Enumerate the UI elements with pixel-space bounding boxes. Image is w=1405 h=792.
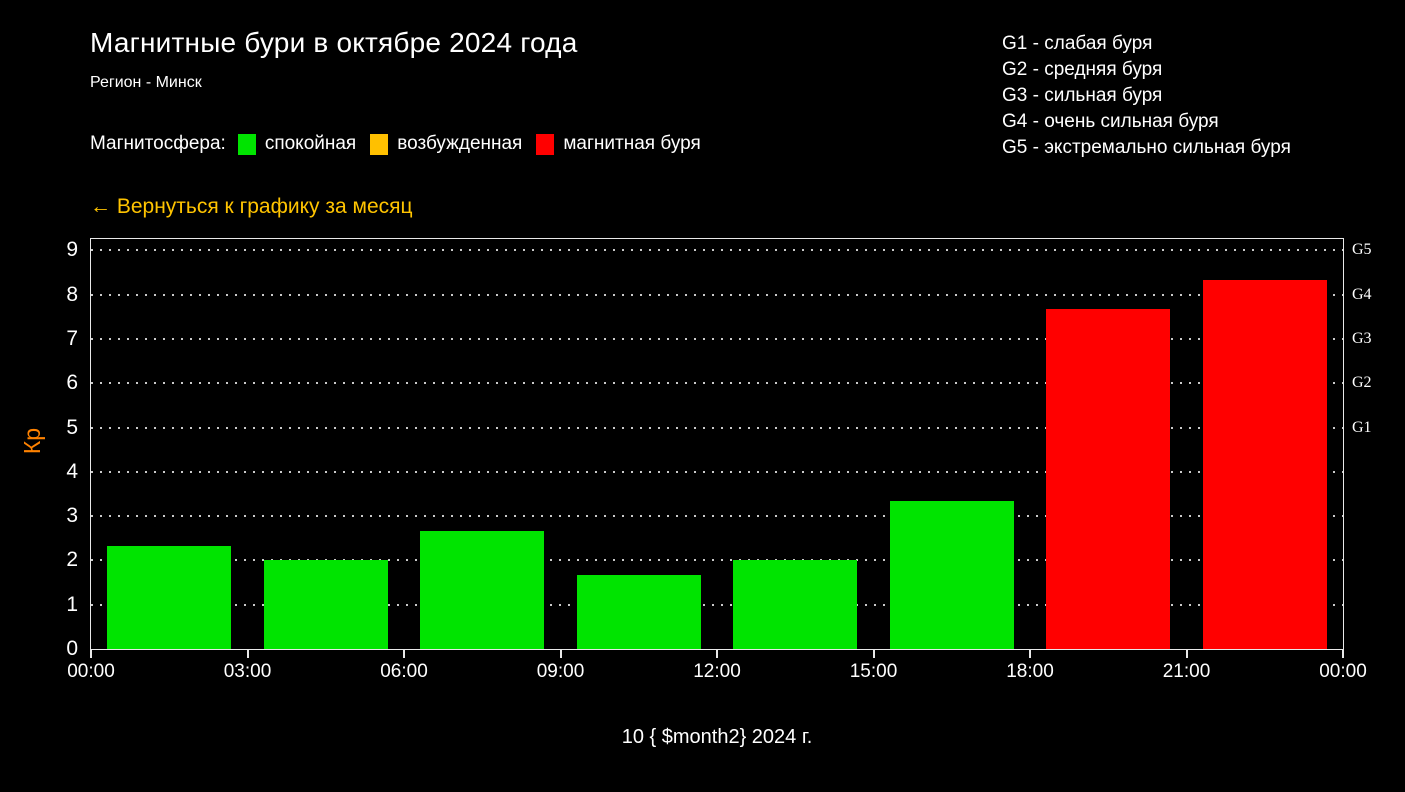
quiet-color-swatch (237, 133, 256, 155)
right-axis-g-label: G2 (1352, 374, 1372, 392)
x-axis-tick (716, 650, 718, 658)
x-axis-tick (872, 650, 875, 658)
kp-bar (420, 531, 545, 649)
x-axis-caption: 10 { $month2} 2024 г. (621, 726, 813, 748)
right-axis-g-label: G3 (1352, 329, 1372, 347)
y-axis-tick-label: 4 (66, 459, 78, 483)
x-axis-tick-label: 09:00 (536, 661, 585, 682)
storm-scale-item-g2: G2 - средняя буря (1002, 59, 1163, 80)
kp-bar (889, 501, 1014, 649)
x-axis-tick-label: 21:00 (1162, 661, 1211, 682)
x-axis-tick (1342, 650, 1344, 658)
y-axis-tick-label: 3 (66, 504, 78, 528)
back-to-month-link[interactable]: ← Вернуться к графику за месяц (90, 195, 413, 218)
page-title: Магнитные бури в октябре 2024 года (90, 27, 578, 58)
x-axis-tick-label: 03:00 (223, 661, 272, 682)
right-axis-g-label: G1 (1352, 418, 1372, 436)
gridline (91, 337, 1343, 340)
kp-bar (107, 546, 232, 649)
y-axis-tick-label: 5 (66, 415, 78, 439)
kp-bar (576, 575, 701, 649)
right-axis-g-label: G4 (1352, 285, 1372, 303)
y-axis-tick-label: 0 (66, 637, 78, 660)
quiet-label: спокойная (264, 133, 357, 154)
gridline (91, 470, 1343, 473)
excited-color-swatch (370, 133, 389, 155)
magnetosphere-legend: Магнитосфера: спокойная возбужденная маг… (90, 133, 715, 155)
right-axis-g-label: G5 (1352, 241, 1372, 259)
y-axis-tick-label: 1 (66, 592, 78, 616)
x-axis-tick-label: 18:00 (1006, 661, 1054, 682)
storm-scale-item-g4: G4 - очень сильная буря (1002, 111, 1219, 132)
y-axis-tick-label: 2 (66, 548, 78, 572)
gridline (91, 382, 1343, 385)
x-axis-tick (1185, 650, 1188, 658)
x-axis-tick (246, 650, 249, 658)
kp-bar (733, 560, 858, 649)
x-axis-tick (90, 650, 92, 658)
x-axis-tick (403, 650, 405, 658)
excited-label: возбужденная (397, 133, 523, 154)
x-axis-tick-label: 00:00 (1319, 661, 1367, 682)
gridline (91, 293, 1343, 296)
x-axis-tick-label: 06:00 (380, 661, 428, 682)
storm-label: магнитная буря (563, 133, 701, 154)
x-axis-tick-label: 00:00 (67, 661, 115, 682)
gridline (91, 515, 1343, 518)
gridline (91, 559, 1343, 562)
kp-bar (1046, 309, 1171, 649)
gridline (91, 426, 1343, 429)
storm-scale-item-g1: G1 - слабая буря (1002, 33, 1153, 54)
plot-area (90, 238, 1344, 650)
x-axis-tick-label: 15:00 (849, 661, 898, 682)
x-axis-tick (559, 650, 562, 658)
magnetosphere-legend-label: Магнитосфера: (90, 133, 226, 154)
gridline (91, 249, 1343, 252)
x-axis-tick-label: 12:00 (693, 661, 741, 682)
gridline (91, 603, 1343, 606)
y-axis-tick-label: 9 (66, 238, 78, 262)
storm-scale-item-g3: G3 - сильная буря (1002, 85, 1163, 106)
y-axis-tick-label: 8 (66, 282, 78, 306)
y-axis-tick-label: 7 (66, 326, 78, 350)
storm-color-swatch (536, 133, 555, 155)
storm-scale-item-g5: G5 - экстремально сильная буря (1002, 137, 1291, 158)
region-label: Регион - Минск (90, 74, 202, 91)
kp-bar (1202, 280, 1327, 649)
y-axis-tick-label: 6 (66, 371, 78, 395)
storm-scale-legend: G1 - слабая буря G2 - средняя буря G3 - … (1002, 31, 1291, 161)
kp-bar (263, 560, 388, 649)
x-axis-tick (1029, 650, 1031, 658)
